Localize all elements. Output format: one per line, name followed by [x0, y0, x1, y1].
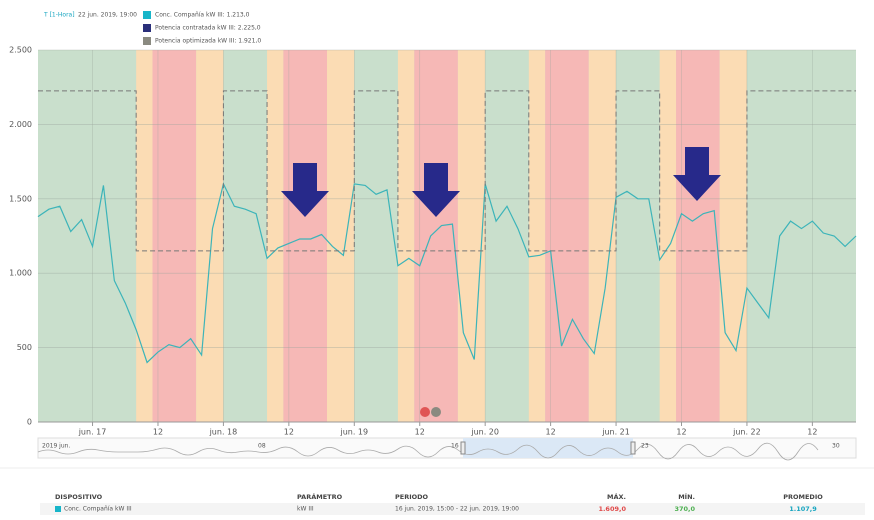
table-cell: 16 jun. 2019, 15:00 - 22 jun. 2019, 19:0… — [395, 506, 519, 513]
arrow — [673, 147, 721, 201]
power-line — [37, 182, 857, 364]
legend: Conc. Compañía kW III: 1.213,0 Potencia c… — [143, 11, 261, 45]
navigator — [37, 437, 857, 459]
table-cell: kW III — [297, 506, 314, 513]
y-tick-label: 2.500 — [9, 46, 32, 55]
x-tick-label: jun. 22 — [732, 428, 761, 437]
x-tick-label: jun. 21 — [601, 428, 630, 437]
table-header: PARÁMETRO — [297, 492, 343, 501]
legend-label: Potencia contratada kW III: 2.225,0 — [155, 25, 261, 32]
x-tick-label: 12 — [415, 428, 425, 437]
tariff-band — [267, 50, 284, 422]
navigator-window — [463, 438, 633, 458]
table: DISPOSITIVO PARÁMETRO PERIODO MÁX. MÍN. PROME… — [55, 492, 823, 513]
arrows — [281, 147, 721, 217]
x-tick-label: 12 — [807, 428, 817, 437]
table-cell: 370,0 — [674, 505, 695, 513]
y-tick-label: 500 — [17, 343, 32, 352]
x-tick-label: 12 — [676, 428, 686, 437]
y-tick-label: 2.000 — [9, 120, 32, 129]
contracted-power-line — [38, 90, 856, 252]
tariff-band — [659, 50, 677, 422]
tariff-band — [397, 50, 415, 422]
handle[interactable] — [460, 441, 466, 455]
tariff-band — [327, 50, 355, 422]
x-tick-label: 12 — [546, 428, 556, 437]
mode: T [1-Hora] — [43, 12, 75, 19]
table-cell: 1.609,0 — [598, 505, 626, 513]
tariff-band — [528, 50, 546, 422]
cursor-dot — [420, 407, 430, 417]
navigator-label: 23 — [641, 443, 649, 450]
table-cell: 1.107,9 — [789, 505, 817, 513]
row-swatch — [55, 506, 61, 512]
table-header: MÍN. — [678, 492, 695, 501]
y-tick-label: 1.500 — [9, 194, 32, 203]
tariff-band — [196, 50, 224, 422]
navigator-labels: 2019 jun. 08 16 23 30 — [42, 443, 840, 450]
tariff-band — [545, 50, 589, 422]
x-tick-label: jun. 20 — [470, 428, 499, 437]
legend-swatch — [143, 24, 151, 32]
x-tick-label: 12 — [153, 428, 163, 437]
navigator-label: 30 — [832, 443, 840, 450]
table-header: PERIODO — [395, 493, 429, 501]
tariff-band — [136, 50, 153, 422]
y-tick-label: 0 — [27, 418, 32, 427]
x-tick-label: jun. 19 — [339, 428, 368, 437]
x-tick-label: jun. 18 — [209, 428, 238, 437]
tariff-band — [676, 50, 720, 422]
legend-label: Potencia optimizada kW III: 1.921,0 — [155, 38, 261, 45]
arrow — [412, 163, 460, 217]
legend-swatch — [143, 37, 151, 45]
legend-swatch — [143, 11, 151, 19]
navigator-label: 2019 jun. — [42, 443, 70, 450]
time: 22 jun. 2019, 19:00 — [78, 12, 137, 19]
table-header: MÁX. — [607, 492, 626, 501]
arrow — [281, 163, 329, 217]
legend-label: Conc. Compañía kW III: 1.213,0 — [155, 12, 250, 19]
x-tick-label: 12 — [284, 428, 294, 437]
plot: 0 500 1.000 1.500 2.000 2.500 jun. 17 12 jun. 18… — [9, 46, 857, 437]
tariff-band — [719, 50, 747, 422]
tariff-band — [283, 50, 328, 422]
table-header: DISPOSITIVO — [55, 493, 103, 501]
table-row — [40, 503, 865, 515]
tariff-band — [457, 50, 486, 422]
x-tick-label: jun. 17 — [78, 428, 107, 437]
table-cell: Conc. Compañía kW III — [64, 506, 132, 513]
navigator-label: 16 — [451, 443, 459, 450]
cursor-dot — [431, 407, 441, 417]
tariff-band — [152, 50, 197, 422]
table-header: PROMEDIO — [783, 493, 823, 501]
navigator-line — [37, 442, 819, 461]
y-tick-label: 1.000 — [9, 269, 32, 278]
tariff-band — [414, 50, 458, 422]
handle[interactable] — [630, 441, 636, 455]
navigator-label: 08 — [258, 443, 266, 450]
